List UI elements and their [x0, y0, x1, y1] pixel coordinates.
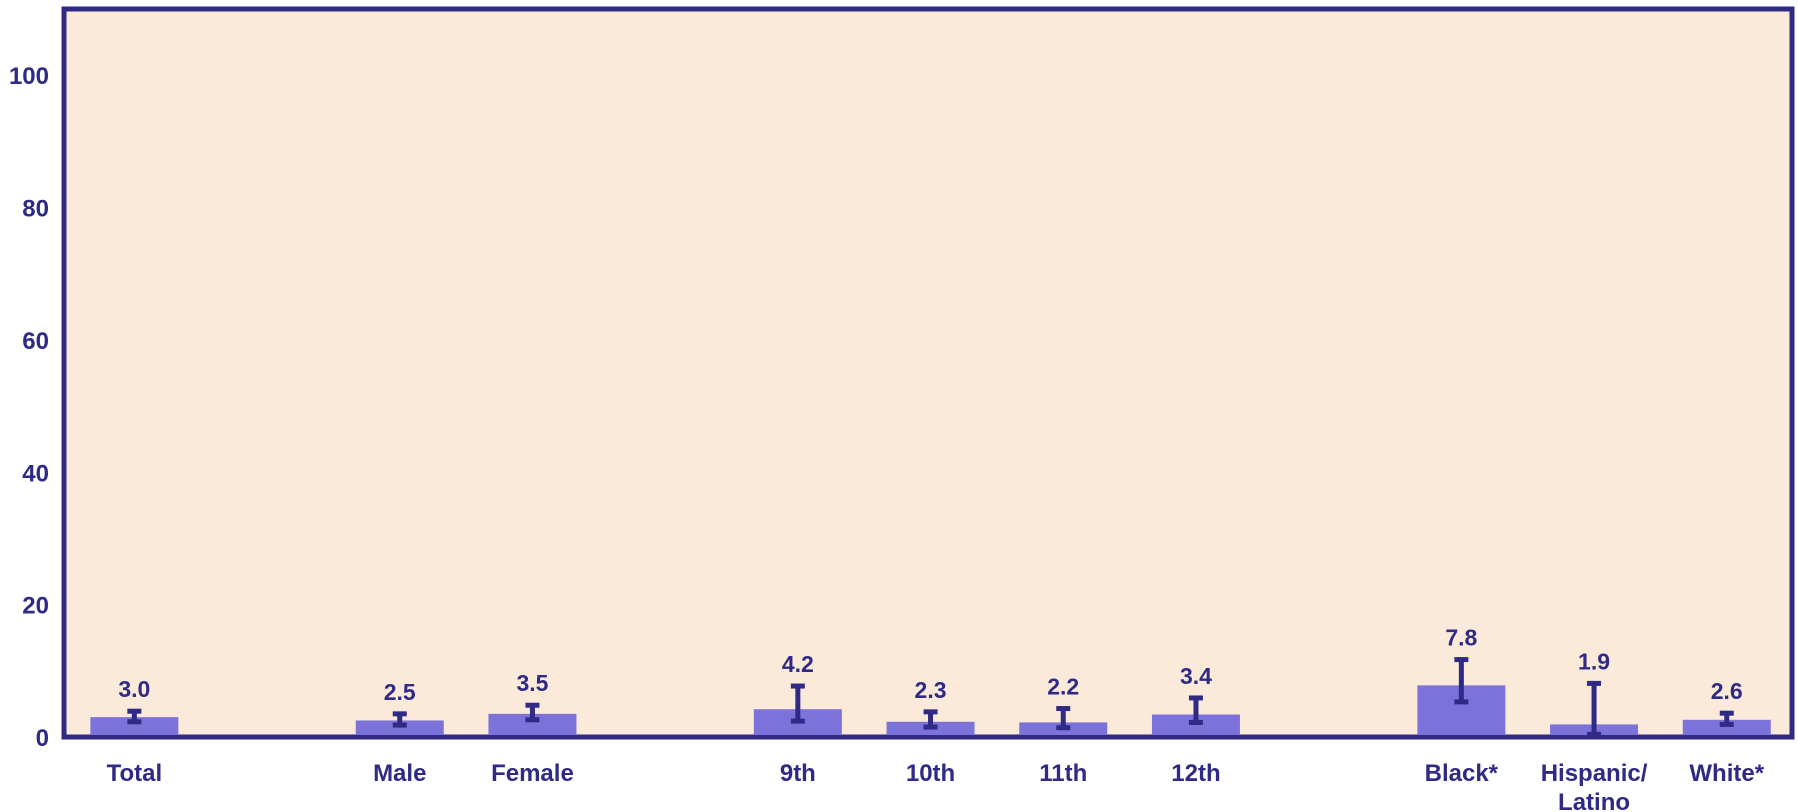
value-label: 3.5	[516, 670, 548, 696]
bar	[90, 717, 179, 735]
value-label: 1.9	[1578, 648, 1610, 674]
y-tick-label: 20	[22, 593, 49, 620]
bars-layer	[90, 685, 1771, 735]
y-tick-label: 0	[36, 725, 49, 752]
category-label: Black*	[1425, 760, 1499, 787]
value-label: 2.5	[384, 679, 416, 705]
error-bar	[790, 683, 805, 724]
value-label: 3.0	[118, 676, 150, 702]
value-label: 2.3	[915, 677, 947, 703]
y-tick-label: 40	[22, 460, 49, 487]
error-bars-layer	[127, 657, 1734, 737]
value-label: 4.2	[782, 651, 814, 677]
y-tick-label: 60	[22, 328, 49, 355]
bar	[355, 720, 444, 735]
y-tick-label: 100	[9, 63, 49, 90]
error-bar	[392, 711, 407, 728]
y-axis: 0 20 40 60 80 100	[9, 63, 49, 752]
error-bar	[127, 708, 142, 725]
value-label: 3.4	[1180, 663, 1212, 689]
error-bar	[1719, 710, 1734, 727]
y-tick-label: 80	[22, 196, 49, 223]
category-label: 12th	[1171, 760, 1220, 787]
error-bar	[1454, 657, 1469, 705]
category-label: 9th	[780, 760, 816, 787]
error-bar	[525, 702, 540, 723]
error-bar	[923, 709, 938, 730]
value-label: 2.6	[1711, 678, 1743, 704]
value-labels-layer: 3.0 2.5 3.5 4.2 2.3 2.2 3.4 7.8 1.9 2.6	[118, 625, 1742, 705]
error-bar	[1188, 695, 1203, 725]
category-label: 11th	[1039, 760, 1087, 787]
value-label: 2.2	[1047, 674, 1079, 700]
category-label: Male	[373, 760, 426, 787]
x-axis: Total Male Female 9th 10th 11th 12th Black* Hisp…	[107, 760, 1765, 812]
category-label: Total	[107, 760, 163, 787]
error-bar	[1056, 706, 1071, 731]
bar	[1682, 719, 1771, 735]
category-label: Hispanic/Latino	[1541, 760, 1648, 812]
category-label: White*	[1689, 760, 1764, 787]
category-label: Female	[491, 760, 574, 787]
category-label: 10th	[906, 760, 955, 787]
error-bar	[1587, 680, 1602, 737]
plot-area	[61, 6, 1795, 740]
bar	[488, 713, 577, 735]
value-label: 7.8	[1445, 625, 1477, 651]
